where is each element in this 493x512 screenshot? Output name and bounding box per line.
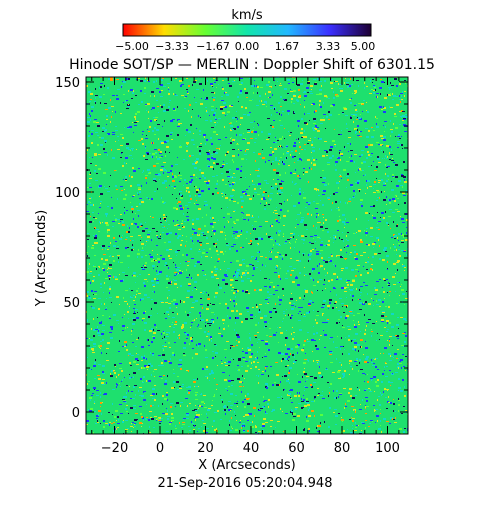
x-tick-label: 40 [243,441,260,456]
colorbar-tick-label: 0.00 [235,40,260,53]
colorbar-tick-labels: −5.00 −3.33 −1.67 0.00 1.67 3.33 5.00 [115,40,375,53]
colorbar-tick-label: 5.00 [351,40,376,53]
x-axis-label: X (Arcseconds) [198,458,295,473]
colorbar-tick-label: 3.33 [316,40,341,53]
plot-frame [85,76,409,435]
colorbar-unit-label: km/s [231,8,263,23]
timestamp: 21-Sep-2016 05:20:04.948 [158,476,333,491]
colorbar-tick-label: −5.00 [115,40,149,53]
x-tick-label: 20 [197,441,214,456]
x-tick-label: 0 [156,441,164,456]
doppler-image [86,77,408,434]
colorbar-tick-label: 1.67 [275,40,300,53]
colorbar-tick-label: −1.67 [196,40,230,53]
x-tick-label: 80 [334,441,351,456]
doppler-image-background [86,77,408,434]
y-tick-label: 150 [55,76,80,91]
x-tick-label: 60 [288,441,305,456]
y-tick-label: 0 [72,406,80,421]
y-tick-label: 50 [63,296,80,311]
y-axis-label: Y (Arcseconds) [34,210,49,307]
colorbar-tick-label: −3.33 [155,40,189,53]
colorbar: km/s −5.00 −3.33 −1.67 0.00 1.67 3.33 5.00 [115,8,375,53]
y-tick-label: 100 [55,186,80,201]
colorbar-gradient [122,23,372,37]
x-tick-label: 100 [375,441,400,456]
x-tick-label: −20 [101,441,128,456]
y-axis-ticks: 150 100 50 0 [55,76,408,435]
x-axis-ticks: −20 0 20 40 60 80 100 [91,77,400,456]
figure-title: Hinode SOT/SP — MERLIN : Doppler Shift o… [69,57,435,73]
